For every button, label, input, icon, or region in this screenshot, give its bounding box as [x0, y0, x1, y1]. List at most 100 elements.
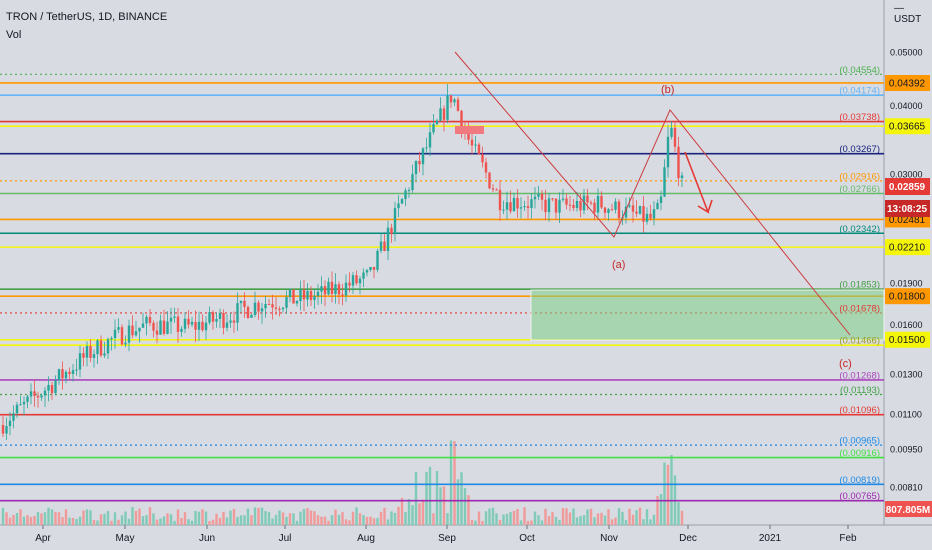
candle-body[interactable]	[579, 200, 582, 211]
candle-body[interactable]	[456, 99, 460, 111]
candle-body[interactable]	[533, 196, 537, 200]
candle-body[interactable]	[257, 302, 260, 312]
symbol-title[interactable]: TRON / TetherUS, 1D, BINANCE	[6, 11, 168, 23]
candle-body[interactable]	[176, 316, 180, 332]
candle-body[interactable]	[488, 172, 491, 189]
candle-body[interactable]	[57, 369, 61, 381]
resistance-marker[interactable]	[455, 126, 484, 134]
candle-body[interactable]	[110, 337, 113, 340]
candle-body[interactable]	[166, 321, 169, 334]
candle-body[interactable]	[673, 127, 677, 147]
candle-body[interactable]	[600, 195, 603, 208]
candle-body[interactable]	[491, 188, 495, 190]
candle-body[interactable]	[397, 203, 400, 209]
candle-body[interactable]	[460, 110, 463, 131]
candle-body[interactable]	[92, 354, 96, 358]
candle-body[interactable]	[292, 289, 295, 304]
candle-body[interactable]	[498, 189, 502, 211]
candle-body[interactable]	[204, 322, 208, 331]
candle-body[interactable]	[540, 193, 544, 200]
candle-body[interactable]	[208, 312, 211, 323]
candle-body[interactable]	[131, 325, 134, 336]
candle-body[interactable]	[379, 241, 383, 251]
candle-body[interactable]	[253, 302, 257, 315]
candle-body[interactable]	[341, 294, 344, 296]
candle-body[interactable]	[141, 323, 145, 328]
candle-body[interactable]	[411, 174, 414, 190]
candle-body[interactable]	[68, 371, 71, 375]
candle-body[interactable]	[628, 205, 631, 207]
candle-body[interactable]	[561, 198, 565, 200]
candle-body[interactable]	[558, 199, 561, 213]
candle-body[interactable]	[481, 154, 484, 163]
candle-body[interactable]	[586, 195, 589, 203]
candle-body[interactable]	[82, 353, 85, 358]
candle-body[interactable]	[309, 290, 313, 300]
candle-body[interactable]	[495, 189, 498, 191]
candle-body[interactable]	[582, 195, 586, 211]
candle-body[interactable]	[169, 317, 173, 322]
candle-body[interactable]	[134, 331, 138, 336]
candle-body[interactable]	[512, 197, 516, 212]
candle-body[interactable]	[222, 312, 225, 328]
candle-body[interactable]	[358, 278, 362, 284]
candle-body[interactable]	[393, 208, 397, 235]
candle-body[interactable]	[523, 206, 526, 208]
candle-body[interactable]	[267, 304, 271, 306]
candle-body[interactable]	[36, 395, 40, 398]
candle-body[interactable]	[554, 198, 558, 213]
candle-body[interactable]	[348, 282, 351, 286]
candle-body[interactable]	[274, 307, 278, 309]
candle-body[interactable]	[15, 404, 19, 414]
candle-body[interactable]	[614, 201, 617, 210]
candle-body[interactable]	[666, 136, 670, 168]
candle-body[interactable]	[383, 241, 386, 252]
candle-body[interactable]	[502, 209, 505, 211]
candle-body[interactable]	[526, 206, 530, 208]
candle-body[interactable]	[250, 314, 253, 318]
candle-body[interactable]	[386, 227, 390, 252]
candle-body[interactable]	[439, 108, 442, 121]
candle-body[interactable]	[656, 202, 659, 210]
candle-body[interactable]	[516, 197, 519, 209]
candle-body[interactable]	[407, 189, 411, 191]
candle-body[interactable]	[421, 148, 425, 165]
candle-body[interactable]	[453, 99, 456, 103]
candle-body[interactable]	[603, 207, 607, 213]
candle-body[interactable]	[288, 289, 292, 298]
candle-body[interactable]	[470, 139, 474, 146]
candle-body[interactable]	[390, 227, 393, 235]
candle-body[interactable]	[12, 413, 15, 421]
candle-body[interactable]	[624, 206, 628, 218]
candle-body[interactable]	[124, 342, 127, 345]
candle-body[interactable]	[183, 318, 187, 329]
candle-body[interactable]	[19, 404, 22, 406]
candle-body[interactable]	[425, 147, 428, 149]
candle-body[interactable]	[677, 146, 680, 179]
candle-body[interactable]	[99, 340, 103, 356]
candle-body[interactable]	[589, 202, 593, 204]
candle-body[interactable]	[327, 281, 330, 295]
candle-body[interactable]	[642, 206, 645, 222]
candle-body[interactable]	[78, 353, 82, 370]
candle-body[interactable]	[337, 284, 341, 295]
candle-body[interactable]	[607, 209, 610, 213]
candle-body[interactable]	[232, 320, 236, 323]
candle-body[interactable]	[404, 190, 407, 200]
candle-body[interactable]	[47, 384, 50, 391]
candle-body[interactable]	[376, 250, 379, 270]
candle-body[interactable]	[197, 321, 201, 330]
candle-body[interactable]	[369, 266, 372, 271]
candle-body[interactable]	[467, 130, 470, 140]
candle-body[interactable]	[26, 396, 29, 402]
candle-body[interactable]	[432, 124, 435, 133]
candle-body[interactable]	[484, 162, 488, 173]
candle-body[interactable]	[449, 95, 453, 103]
candle-body[interactable]	[29, 391, 33, 397]
price-axis-panel[interactable]	[884, 0, 932, 550]
candle-body[interactable]	[162, 320, 166, 334]
candle-body[interactable]	[537, 193, 540, 197]
candle-body[interactable]	[568, 204, 572, 206]
candle-body[interactable]	[40, 395, 43, 398]
